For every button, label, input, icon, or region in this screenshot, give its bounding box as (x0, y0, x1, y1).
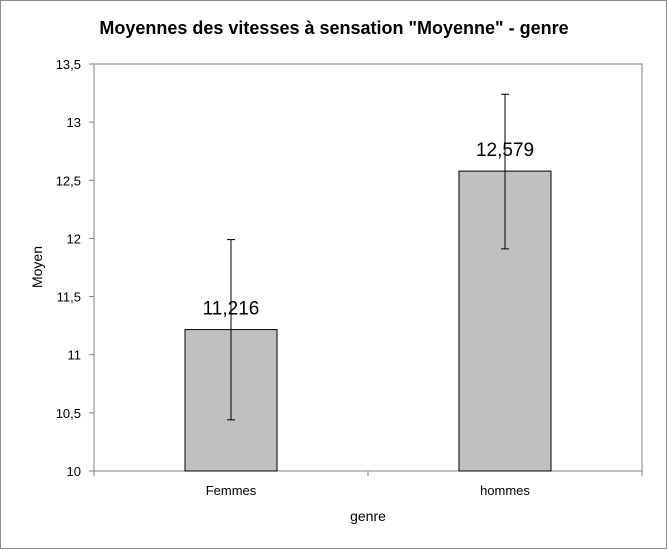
y-tick-label: 12,5 (56, 173, 81, 188)
x-tick-label: Femmes (206, 483, 257, 498)
y-tick-label: 11 (68, 348, 82, 363)
x-tick-label: hommes (480, 483, 530, 498)
y-axis: 10 10,5 11 11,5 12 12,5 13 13,5 (56, 57, 94, 479)
y-tick-label: 11,5 (57, 290, 81, 305)
y-tick-label: 13 (67, 115, 81, 130)
plot-area (93, 63, 643, 472)
y-tick-label: 10 (67, 464, 81, 479)
y-tick-label: 12 (67, 231, 81, 246)
data-label: 12,579 (476, 140, 534, 161)
data-label: 11,216 (203, 299, 260, 320)
y-axis-title: Moyen (29, 246, 45, 288)
y-tick-label: 13,5 (56, 57, 81, 72)
y-tick-label: 10,5 (56, 406, 81, 421)
chart-title: Moyennes des vitesses à sensation "Moyen… (99, 18, 568, 38)
x-axis-title: genre (350, 508, 386, 524)
x-axis: Femmes hommes (93, 471, 643, 498)
error-bars (227, 93, 509, 421)
data-labels: 11,216 12,579 (203, 140, 534, 319)
